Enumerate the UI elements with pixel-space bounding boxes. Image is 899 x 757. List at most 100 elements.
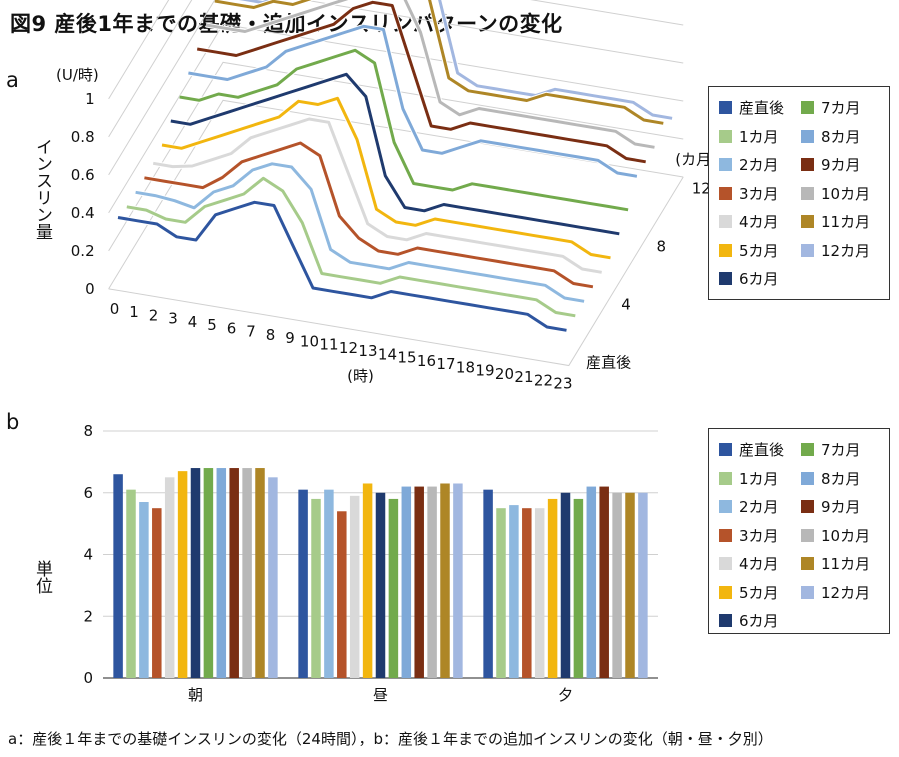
x-tick-a: 12 — [339, 339, 358, 357]
x-tick-a: 1 — [129, 303, 139, 321]
bar-朝-8カ月 — [216, 468, 227, 678]
y-tick-a: 0.8 — [71, 128, 95, 146]
legend-swatch — [719, 500, 732, 513]
z-tick-a: 8 — [657, 237, 667, 255]
legend-item: 産直後 — [719, 439, 784, 460]
legend-swatch — [801, 443, 814, 456]
x-tick-a: 15 — [397, 349, 416, 367]
series-line-9カ月 — [196, 0, 646, 164]
gridline-a — [108, 0, 684, 138]
legend-label: 3カ月 — [739, 184, 779, 203]
legend-swatch — [801, 557, 814, 570]
legend-label: 11カ月 — [821, 213, 871, 231]
legend-item: 6カ月 — [719, 268, 779, 289]
x-tick-a: 4 — [188, 313, 198, 331]
series-line-10カ月 — [205, 0, 655, 149]
legend-swatch — [719, 471, 732, 485]
bar-昼-2カ月 — [324, 489, 334, 678]
legend-item: 7カ月 — [801, 97, 861, 118]
y-tick-a: 0.4 — [71, 204, 95, 222]
legend-label: 2カ月 — [739, 156, 779, 174]
x-tick-a: 5 — [207, 316, 217, 334]
bar-昼-10カ月 — [427, 486, 437, 678]
bar-夕-6カ月 — [560, 492, 571, 678]
legend-swatch — [719, 443, 732, 456]
legend-item: 4カ月 — [719, 211, 779, 232]
legend-swatch — [801, 500, 814, 513]
legend-item: 10カ月 — [801, 525, 870, 546]
x-tick-a: 8 — [266, 326, 276, 344]
legend-swatch — [719, 243, 732, 257]
y-tick-b: 4 — [83, 546, 93, 564]
x-tick-b: 朝 — [188, 686, 203, 704]
legend-swatch — [719, 186, 732, 200]
legend-label: 9カ月 — [821, 498, 861, 516]
y-tick-b: 0 — [83, 669, 93, 687]
bar-昼-7カ月 — [388, 498, 399, 678]
x-tick-a: 23 — [553, 375, 572, 393]
x-tick-a: 22 — [534, 371, 553, 389]
x-tick-a: 14 — [378, 345, 397, 363]
bar-昼-1カ月 — [311, 498, 321, 678]
bar-朝-6カ月 — [190, 468, 201, 678]
bar-朝-10カ月 — [242, 468, 252, 678]
y-tick-a: 0.6 — [71, 166, 95, 184]
legend-label: 産直後 — [739, 441, 785, 459]
legend-swatch — [719, 158, 732, 171]
legend-item: 12カ月 — [801, 582, 870, 603]
y-tick-a: 0.2 — [71, 242, 95, 260]
legend-item: 10カ月 — [801, 183, 870, 204]
x-tick-a: 6 — [227, 319, 237, 337]
legend-item: 8カ月 — [801, 468, 861, 489]
series-line-3カ月 — [144, 141, 594, 289]
legend-item: 2カ月 — [719, 496, 779, 517]
y-tick-a: 1 — [85, 90, 95, 108]
legend-label: 3カ月 — [739, 526, 779, 545]
panel-label-a: a — [6, 68, 19, 92]
y-tick-b: 2 — [83, 607, 93, 625]
legend-label: 7カ月 — [821, 441, 861, 459]
bar-朝-3カ月 — [152, 508, 162, 678]
gridline-a — [108, 0, 170, 100]
floor-a — [108, 176, 684, 367]
legend-swatch — [719, 557, 732, 570]
gridline-a — [108, 0, 684, 176]
x-tick-a: 0 — [110, 300, 120, 318]
legend-swatch — [801, 471, 814, 485]
legend-swatch — [801, 528, 814, 542]
legend-item: 4カ月 — [719, 553, 779, 574]
bar-夕-5カ月 — [547, 498, 558, 678]
bar-昼-11カ月 — [440, 483, 450, 678]
legend-label: 11カ月 — [821, 555, 871, 573]
bar-朝-5カ月 — [177, 471, 188, 678]
series-line-産直後 — [117, 200, 567, 332]
bar-朝-9カ月 — [229, 468, 239, 678]
legend-label: 9カ月 — [821, 156, 861, 174]
legend-item: 5カ月 — [719, 240, 779, 261]
bar-昼-6カ月 — [375, 492, 386, 678]
legend-swatch — [719, 101, 732, 114]
x-tick-a: 21 — [514, 368, 533, 386]
bar-夕-10カ月 — [612, 492, 622, 678]
x-tick-a: 13 — [358, 342, 377, 360]
legend-label: 12カ月 — [821, 583, 871, 602]
legend-swatch — [801, 101, 814, 114]
legend-item: 8カ月 — [801, 126, 861, 147]
bar-朝-2カ月 — [139, 502, 149, 678]
bar-昼-8カ月 — [401, 486, 412, 678]
legend-label: 1カ月 — [739, 469, 779, 488]
bar-朝-4カ月 — [164, 477, 175, 678]
y-axis-label-a: インスリン量 — [32, 138, 53, 240]
legend-label: 8カ月 — [821, 127, 861, 146]
legend-item: 6カ月 — [719, 610, 779, 631]
series-line-7カ月 — [179, 48, 629, 212]
bar-夕-12カ月 — [638, 492, 648, 678]
legend-label: 4カ月 — [739, 555, 779, 573]
x-tick-a: 3 — [168, 310, 178, 328]
gridline-a — [108, 61, 684, 252]
y-tick-b: 6 — [83, 484, 93, 502]
bar-昼-5カ月 — [362, 483, 373, 678]
legend-label: 8カ月 — [821, 469, 861, 488]
legend-item: 2カ月 — [719, 154, 779, 175]
